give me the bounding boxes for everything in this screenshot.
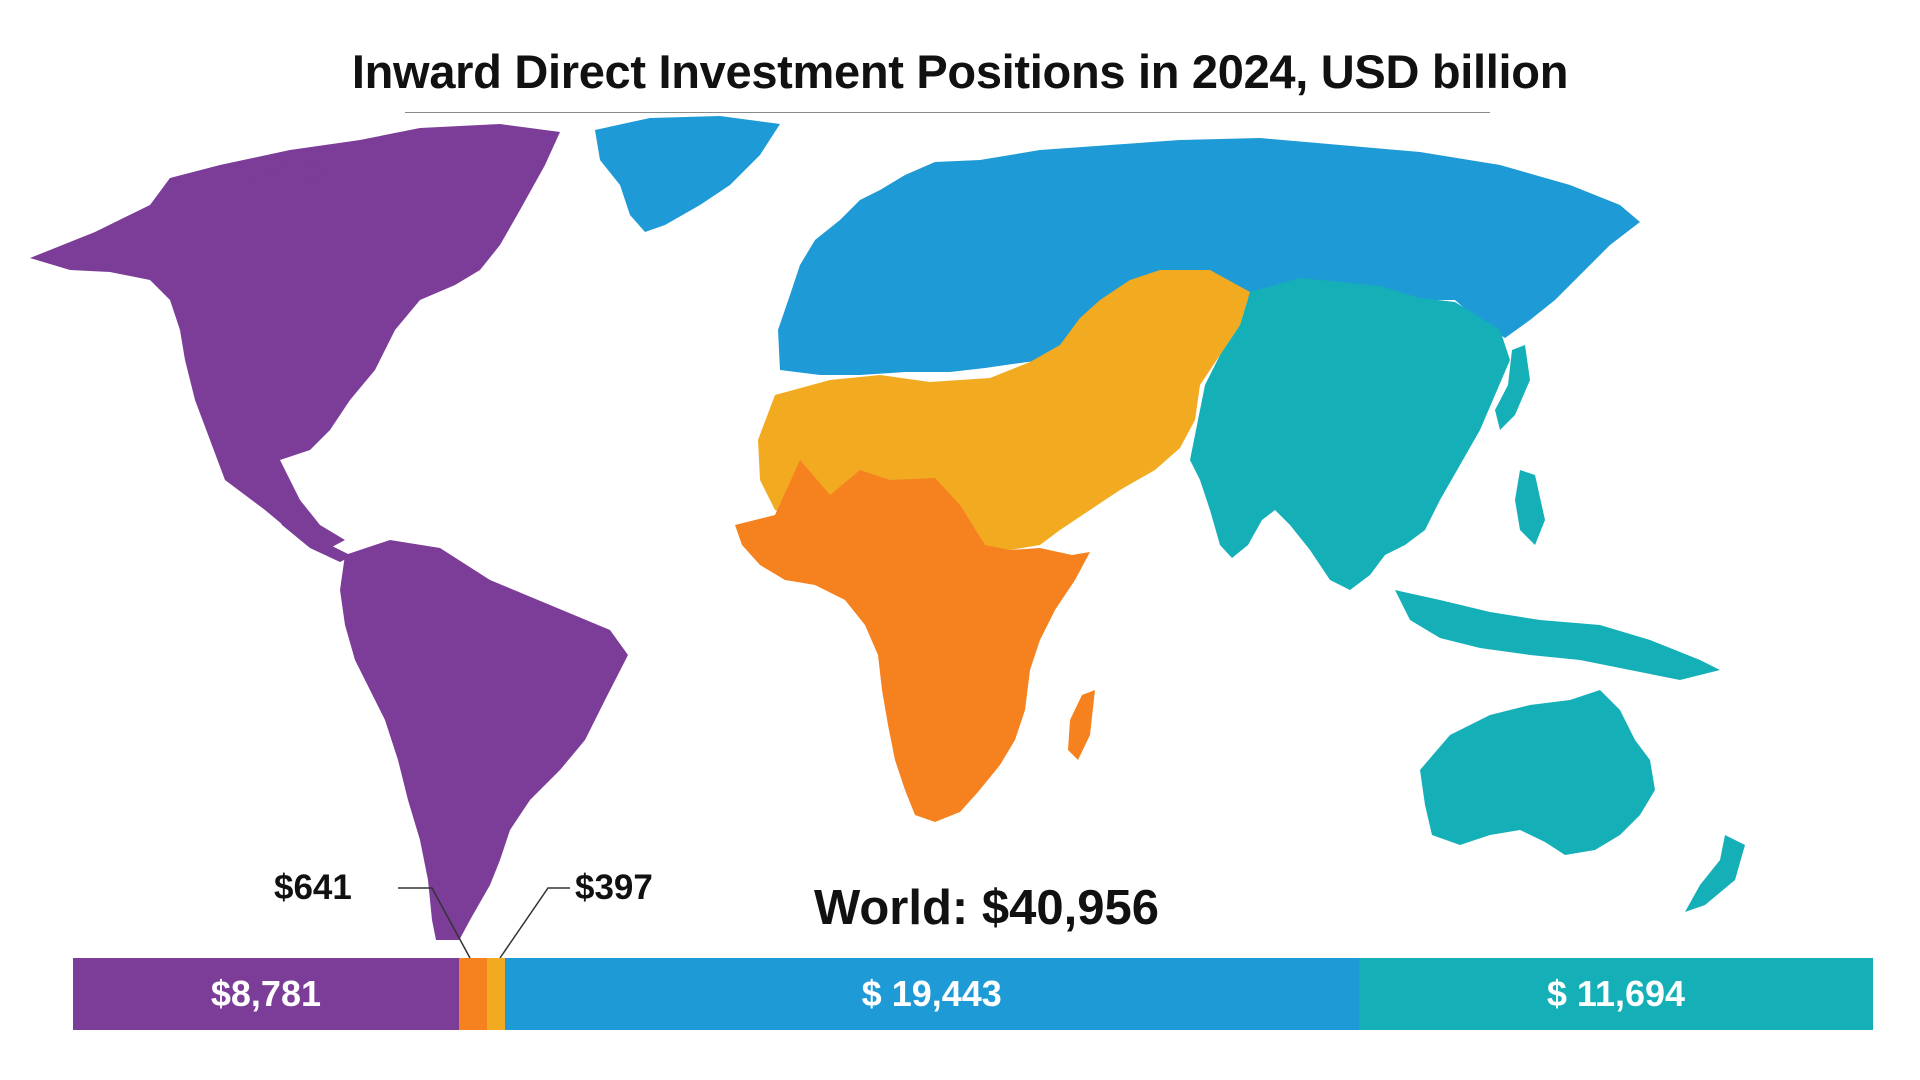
map-title: Inward Direct Investment Positions in 20… — [351, 45, 1569, 98]
bar-segment-4: $ 11,694 — [1359, 958, 1873, 1030]
bar-segment-2 — [487, 958, 505, 1030]
north-america-shape — [30, 124, 560, 548]
callout-africa-value: $641 — [274, 868, 352, 907]
africa-shape — [735, 460, 1090, 822]
region-europe — [595, 116, 1640, 375]
bar-segment-label: $8,781 — [210, 973, 321, 1014]
bar-segment-1 — [458, 958, 488, 1030]
bar-segment-0: $8,781 — [73, 958, 459, 1030]
bar-segment-label: $ 11,694 — [1546, 973, 1686, 1014]
title-divider — [405, 112, 1490, 113]
bar-segment-3: $ 19,443 — [504, 958, 1359, 1030]
bar-segment-label: $ 19,443 — [861, 973, 1002, 1014]
greenland-shape — [595, 116, 780, 232]
europe-russia-shape — [778, 138, 1640, 375]
world-total-label: World: $40,956 — [814, 881, 1159, 935]
greenland-americas-edge — [250, 160, 330, 190]
central-america-shape — [270, 505, 352, 562]
stacked-bar: $8,781 $ 19,443 $ 11,694 — [73, 958, 1873, 1030]
east-asia-shape — [1190, 278, 1510, 590]
philippines-shape — [1515, 470, 1545, 545]
indonesia-shape — [1395, 590, 1720, 680]
madagascar-shape — [1068, 690, 1095, 760]
callout-middle-east-value: $397 — [575, 868, 653, 907]
japan-shape — [1495, 345, 1530, 430]
australia-shape — [1420, 690, 1655, 855]
region-asia-pacific — [1190, 278, 1745, 912]
world-map — [30, 116, 1745, 940]
new-zealand-shape — [1685, 835, 1745, 912]
region-africa — [735, 460, 1095, 822]
region-americas — [30, 124, 628, 940]
south-america-shape — [340, 540, 628, 940]
